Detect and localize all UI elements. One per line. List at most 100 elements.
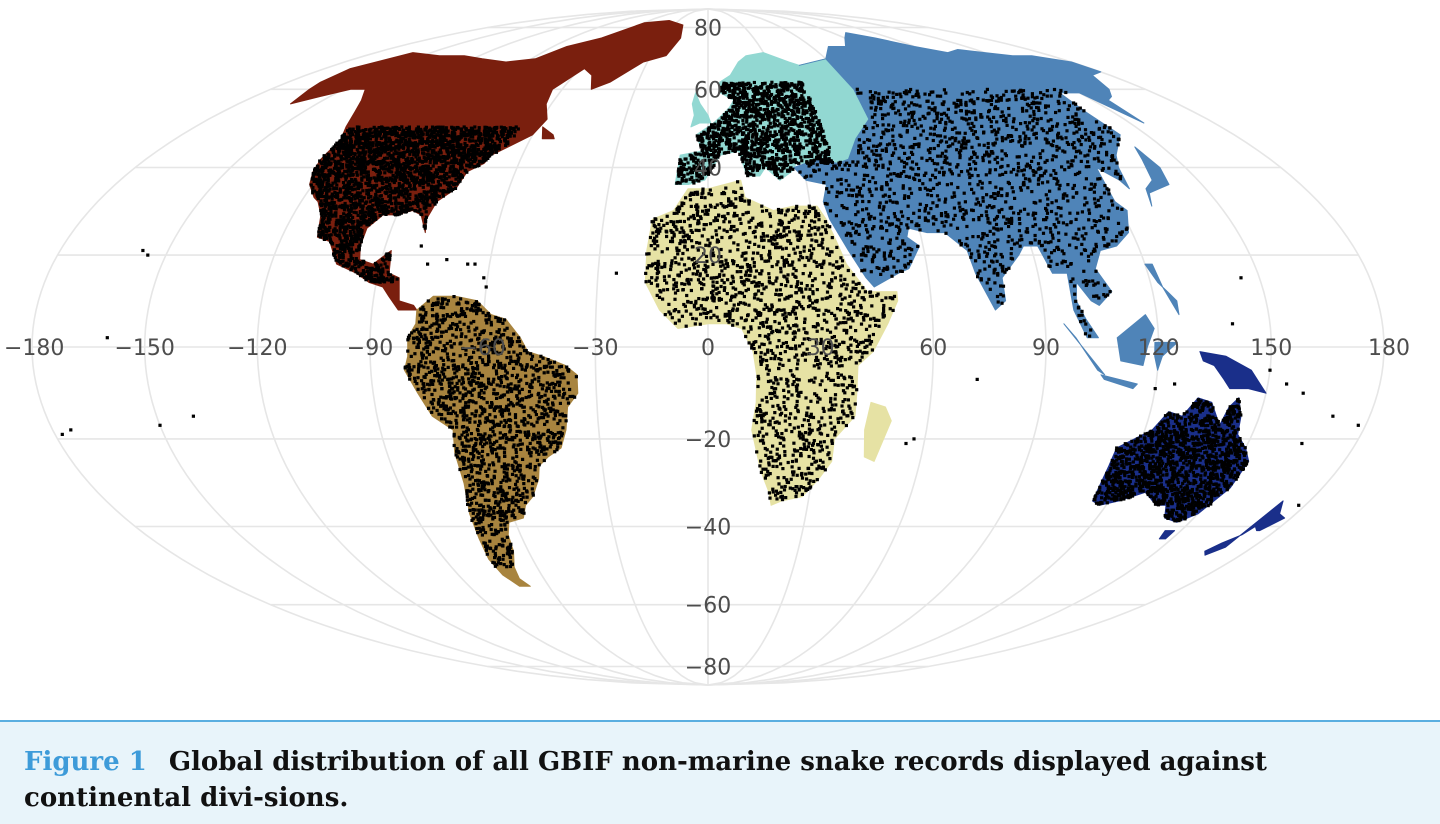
record-point xyxy=(494,545,498,549)
record-point xyxy=(503,522,507,526)
record-point xyxy=(430,130,434,134)
record-point xyxy=(465,144,469,148)
record-point xyxy=(369,195,373,199)
record-point xyxy=(474,142,478,147)
record-point xyxy=(495,452,499,456)
record-point xyxy=(464,352,468,357)
record-point xyxy=(692,164,696,168)
record-point xyxy=(359,238,363,242)
record-point xyxy=(444,162,448,166)
record-point xyxy=(558,401,562,405)
record-point xyxy=(536,440,540,445)
record-point xyxy=(367,205,371,209)
record-point xyxy=(485,552,489,556)
record-point xyxy=(365,220,369,224)
record-point xyxy=(752,148,756,152)
record-point xyxy=(502,366,506,370)
world-map: −180 −150 −120 −90 −60 −30 0 30 60 90 120 150 180 80… xyxy=(4,8,1410,686)
record-point xyxy=(348,248,352,252)
record-point xyxy=(708,153,712,157)
record-point xyxy=(331,203,335,207)
record-point xyxy=(460,175,464,179)
record-point xyxy=(437,155,441,159)
record-point xyxy=(510,510,514,514)
record-point xyxy=(762,141,766,145)
record-point xyxy=(358,199,362,203)
record-point xyxy=(478,308,482,312)
record-point xyxy=(331,213,335,217)
record-point xyxy=(351,215,355,219)
record-point xyxy=(327,160,331,164)
record-point xyxy=(325,181,329,185)
record-point xyxy=(455,369,459,373)
record-point xyxy=(471,446,475,450)
record-point xyxy=(354,257,358,261)
record-point xyxy=(550,432,554,436)
record-point xyxy=(480,461,484,465)
record-point xyxy=(407,140,411,144)
record-point xyxy=(479,467,483,471)
record-point xyxy=(404,131,408,135)
record-point xyxy=(420,141,424,145)
record-point xyxy=(397,147,401,151)
record-point xyxy=(464,401,468,405)
record-point xyxy=(357,265,361,269)
record-point xyxy=(445,142,449,146)
record-point xyxy=(501,557,505,561)
record-point xyxy=(433,151,437,155)
record-point xyxy=(417,128,421,132)
record-point xyxy=(414,155,418,159)
record-point xyxy=(337,148,341,152)
record-point xyxy=(488,539,492,543)
record-point xyxy=(362,168,366,172)
record-point xyxy=(493,564,497,568)
record-point xyxy=(748,165,753,169)
record-point xyxy=(432,322,436,326)
record-point xyxy=(351,155,355,160)
record-point xyxy=(355,249,359,253)
record-point xyxy=(479,520,483,524)
record-point xyxy=(435,175,439,179)
record-point xyxy=(509,131,513,135)
record-point xyxy=(415,176,420,180)
record-point xyxy=(342,185,346,190)
record-point xyxy=(699,144,703,148)
record-point xyxy=(448,392,452,396)
record-point xyxy=(484,140,489,144)
record-point xyxy=(711,130,715,134)
record-point xyxy=(789,160,793,164)
record-point xyxy=(361,189,365,193)
record-point xyxy=(487,514,491,518)
record-point xyxy=(431,140,435,144)
record-point xyxy=(731,88,735,92)
record-point xyxy=(546,370,550,374)
record-point xyxy=(391,126,395,130)
record-point xyxy=(425,344,429,349)
record-point xyxy=(404,157,408,162)
record-point xyxy=(492,363,496,367)
record-point xyxy=(541,432,545,436)
record-point xyxy=(540,447,544,451)
record-point xyxy=(542,458,546,463)
record-point xyxy=(345,159,349,163)
record-point xyxy=(316,166,320,170)
record-point xyxy=(456,388,460,392)
record-point xyxy=(351,161,355,165)
record-point xyxy=(453,167,457,172)
record-point xyxy=(448,167,452,171)
record-point xyxy=(487,344,491,349)
record-point xyxy=(810,105,814,109)
record-point xyxy=(410,207,414,211)
record-point xyxy=(387,147,391,151)
record-point xyxy=(541,383,545,387)
record-point xyxy=(436,347,440,351)
record-point xyxy=(327,153,331,157)
record-point xyxy=(380,125,384,129)
record-point xyxy=(542,371,546,375)
record-point xyxy=(536,368,540,372)
record-point xyxy=(517,389,521,393)
record-point xyxy=(475,309,479,313)
record-point xyxy=(761,136,765,140)
record-point xyxy=(374,203,378,207)
record-point xyxy=(319,199,323,203)
